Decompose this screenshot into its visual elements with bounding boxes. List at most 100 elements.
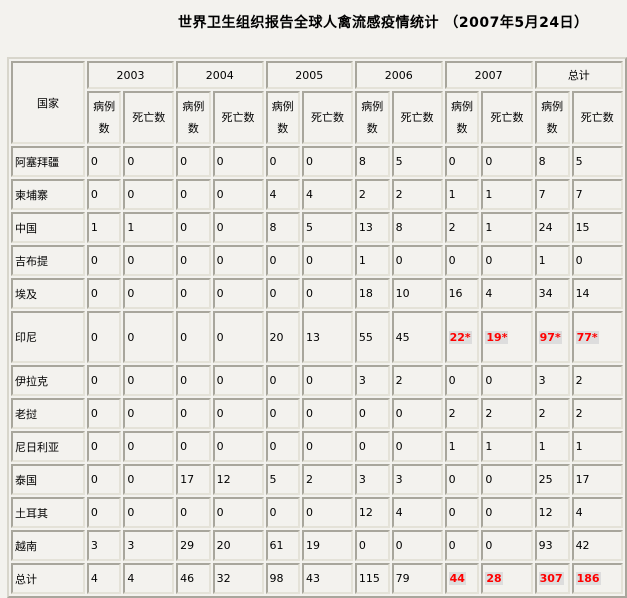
value-cell: 0	[391, 431, 443, 462]
header-deaths: 死亡数	[481, 91, 533, 144]
value-cell: 77*	[571, 311, 623, 363]
value-cell: 1	[481, 431, 533, 462]
value-cell: 22*	[444, 311, 480, 363]
table-row: 泰国 0 0 17 12 5 2 3 3 0 0 25 17	[11, 464, 623, 495]
value-cell: 0	[86, 179, 122, 210]
value-cell: 0	[212, 278, 264, 309]
country-cell: 阿塞拜疆	[11, 146, 85, 177]
value-cell: 0	[212, 431, 264, 462]
value-cell: 0	[123, 398, 175, 429]
value-cell: 0	[176, 398, 211, 429]
value-cell: 0	[481, 530, 533, 561]
value-cell: 0	[176, 212, 211, 243]
table-row: 柬埔寨 0 0 0 0 4 4 2 2 1 1 7 7	[11, 179, 623, 210]
value-cell: 2	[444, 212, 480, 243]
value-cell: 42	[571, 530, 623, 561]
value-cell: 0	[302, 146, 353, 177]
value-cell: 2	[534, 398, 570, 429]
value-cell: 0	[123, 365, 175, 396]
value-cell: 0	[176, 431, 211, 462]
value-cell: 7	[571, 179, 623, 210]
value-cell: 0	[86, 464, 122, 495]
value-cell: 0	[123, 179, 175, 210]
value-cell: 29	[176, 530, 211, 561]
value-cell: 0	[123, 278, 175, 309]
value-cell: 8	[265, 212, 301, 243]
value-cell: 19*	[481, 311, 533, 363]
country-cell: 泰国	[11, 464, 85, 495]
value-cell: 1	[571, 431, 623, 462]
value-cell: 5	[571, 146, 623, 177]
header-cases: 病例数	[444, 91, 480, 144]
value-cell: 0	[354, 398, 390, 429]
value-cell: 2	[302, 464, 353, 495]
value-cell: 0	[176, 365, 211, 396]
bird-flu-stats-table: 国家 2003 2004 2005 2006 2007 总计 病例数 死亡数 病例数…	[7, 57, 627, 598]
header-year: 2004	[176, 61, 264, 89]
value-cell: 5	[265, 464, 301, 495]
value-cell: 0	[391, 245, 443, 276]
value-cell: 0	[444, 464, 480, 495]
value-cell: 20	[212, 530, 264, 561]
value-cell: 3	[354, 464, 390, 495]
value-cell: 0	[86, 245, 122, 276]
value-cell: 0	[212, 497, 264, 528]
value-cell: 1	[354, 245, 390, 276]
value-cell: 1	[444, 179, 480, 210]
value-cell: 0	[265, 146, 301, 177]
highlighted-value: 77*	[575, 330, 599, 344]
value-cell: 0	[176, 278, 211, 309]
value-cell: 5	[302, 212, 353, 243]
table-row: 中国 1 1 0 0 8 5 13 8 2 1 24 15	[11, 212, 623, 243]
header-year: 2007	[444, 61, 533, 89]
value-cell: 0	[302, 497, 353, 528]
value-cell: 19	[302, 530, 353, 561]
value-cell: 0	[212, 311, 264, 363]
value-cell: 0	[481, 146, 533, 177]
value-cell: 25	[534, 464, 570, 495]
country-cell: 埃及	[11, 278, 85, 309]
header-deaths: 死亡数	[302, 91, 353, 144]
value-cell: 0	[86, 497, 122, 528]
highlighted-value: 22*	[448, 330, 472, 344]
table-row: 阿塞拜疆 0 0 0 0 0 0 8 5 0 0 8 5	[11, 146, 623, 177]
value-cell: 0	[176, 245, 211, 276]
value-cell: 0	[302, 431, 353, 462]
value-cell: 0	[265, 431, 301, 462]
value-cell: 3	[534, 365, 570, 396]
value-cell: 0	[212, 212, 264, 243]
value-cell: 3	[86, 530, 122, 561]
header-cases: 病例数	[86, 91, 122, 144]
header-country: 国家	[11, 61, 85, 144]
value-cell: 4	[391, 497, 443, 528]
header-cases: 病例数	[534, 91, 570, 144]
value-cell: 0	[481, 464, 533, 495]
value-cell: 2	[391, 179, 443, 210]
table-row: 吉布提 0 0 0 0 0 0 1 0 0 0 1 0	[11, 245, 623, 276]
header-cases: 病例数	[265, 91, 301, 144]
highlighted-value: 19*	[485, 330, 509, 344]
value-cell: 0	[123, 464, 175, 495]
value-cell: 2	[571, 398, 623, 429]
value-cell: 8	[534, 146, 570, 177]
header-cases: 病例数	[354, 91, 390, 144]
value-cell: 0	[176, 497, 211, 528]
value-cell: 0	[265, 278, 301, 309]
value-cell: 0	[481, 245, 533, 276]
value-cell: 0	[123, 245, 175, 276]
value-cell: 1	[123, 212, 175, 243]
value-cell: 0	[302, 365, 353, 396]
value-cell: 2	[391, 365, 443, 396]
value-cell: 1	[534, 431, 570, 462]
value-cell: 4	[481, 278, 533, 309]
value-cell: 97*	[534, 311, 570, 363]
value-cell: 4	[302, 179, 353, 210]
value-cell: 0	[86, 146, 122, 177]
value-cell: 12	[354, 497, 390, 528]
value-cell: 0	[176, 146, 211, 177]
header-total: 总计	[534, 61, 623, 89]
value-cell: 0	[265, 398, 301, 429]
value-cell: 0	[302, 278, 353, 309]
value-cell: 20	[265, 311, 301, 363]
country-cell: 越南	[11, 530, 85, 561]
